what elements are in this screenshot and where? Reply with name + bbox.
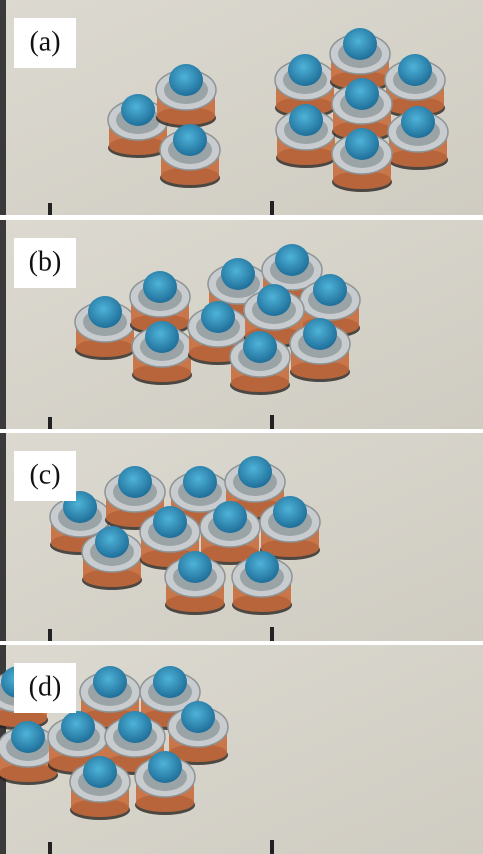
panel-label: (a) <box>29 26 60 57</box>
robot-top <box>153 506 187 538</box>
robot-top <box>121 94 155 126</box>
robot-top <box>169 64 203 96</box>
tick-mark <box>48 629 52 641</box>
robot-top <box>83 756 117 788</box>
robot-top <box>145 321 179 353</box>
panel-label: (d) <box>29 671 62 702</box>
robot-top <box>201 301 235 333</box>
robot-top <box>61 711 95 743</box>
panel: (c) <box>0 433 483 641</box>
robot-top <box>245 551 279 583</box>
robot-top <box>213 501 247 533</box>
tick-mark <box>270 840 274 854</box>
photo-composite: (a) (b) (c) (d) <box>0 0 483 854</box>
tick-mark <box>48 842 52 854</box>
robot-top <box>243 331 277 363</box>
tick-mark <box>270 627 274 641</box>
panel: (a) <box>0 0 483 215</box>
robot-top <box>93 666 127 698</box>
robot-top <box>303 318 337 350</box>
tick-mark <box>270 201 274 215</box>
robot-top <box>178 551 212 583</box>
tick-mark <box>48 417 52 429</box>
robot-top <box>345 78 379 110</box>
panels: (a) (b) (c) (d) <box>0 0 483 854</box>
robot-top <box>88 296 122 328</box>
robot-top <box>11 721 45 753</box>
robot-top <box>398 54 432 86</box>
robot-top <box>273 496 307 528</box>
robot-top <box>173 124 207 156</box>
robot-top <box>313 274 347 306</box>
robot-top <box>238 456 272 488</box>
tick-mark <box>270 415 274 429</box>
robot-top <box>288 54 322 86</box>
robot-top <box>343 28 377 60</box>
panel: (d) <box>0 645 483 854</box>
robot-top <box>148 751 182 783</box>
panel-label: (b) <box>29 246 62 277</box>
robot-top <box>95 526 129 558</box>
robot-top <box>183 466 217 498</box>
robot-top <box>118 466 152 498</box>
panel-label: (c) <box>29 459 60 490</box>
robot-top <box>289 104 323 136</box>
robot-top <box>221 258 255 290</box>
panel: (b) <box>0 220 483 429</box>
robot-top <box>275 244 309 276</box>
robot-top <box>181 701 215 733</box>
robot-top <box>401 106 435 138</box>
robot-top <box>143 271 177 303</box>
left-edge <box>0 0 6 215</box>
left-edge <box>0 220 6 429</box>
robot-top <box>153 666 187 698</box>
robot-top <box>118 711 152 743</box>
robot-top <box>345 128 379 160</box>
tick-mark <box>48 203 52 215</box>
left-edge <box>0 433 6 641</box>
robot-top <box>257 284 291 316</box>
